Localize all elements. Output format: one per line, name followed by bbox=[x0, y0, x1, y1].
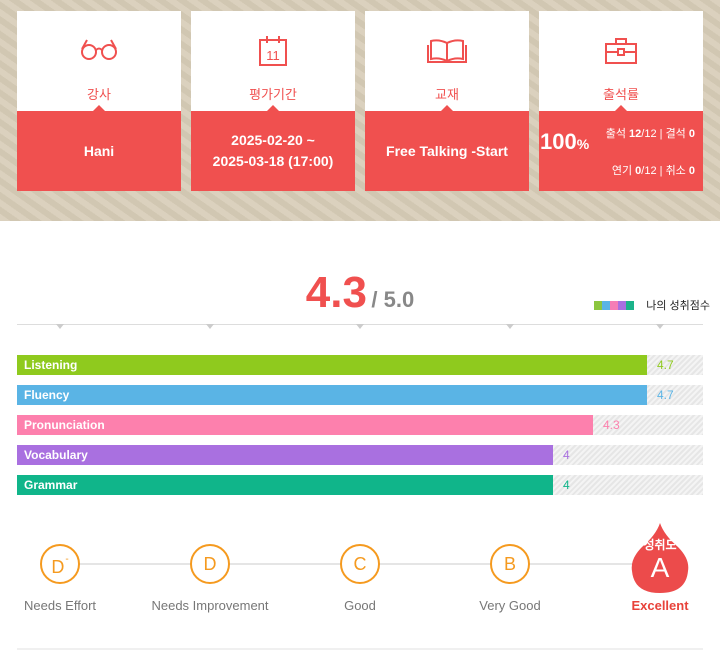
bar-value: 4 bbox=[563, 478, 570, 492]
legend-swatch bbox=[610, 300, 619, 310]
cancel-value: 0 bbox=[688, 165, 695, 177]
bar-value: 4.3 bbox=[603, 418, 620, 432]
bar-value: 4.7 bbox=[657, 388, 674, 402]
legend-swatches bbox=[594, 300, 635, 310]
period-value-box: 2025-02-20 ~ 2025-03-18 (17:00) bbox=[191, 105, 355, 191]
teacher-label: 강사 bbox=[87, 87, 111, 102]
bar-row: Pronunciation 4.3 bbox=[17, 415, 703, 435]
textbook-card: 교재 Free Talking -Start bbox=[365, 11, 529, 191]
bar-fill bbox=[17, 445, 553, 465]
period-label: 평가기간 bbox=[249, 87, 297, 102]
legend-label: 나의 성취점수 bbox=[646, 300, 710, 312]
attend-label: 출석 bbox=[605, 128, 626, 140]
teacher-name: Hani bbox=[83, 142, 115, 159]
grade-label: Good bbox=[344, 598, 376, 613]
bar-label: Grammar bbox=[24, 478, 78, 492]
axis-tick bbox=[356, 324, 364, 329]
score-value: 4.3 bbox=[305, 268, 367, 317]
score-max: / 5.0 bbox=[371, 287, 415, 312]
grade-circle: D- bbox=[40, 544, 80, 584]
grade-modifier: - bbox=[65, 554, 69, 565]
grade-circle: D bbox=[190, 544, 230, 584]
postpone-value: 0 bbox=[635, 165, 642, 177]
attend-value: 12 bbox=[629, 128, 642, 140]
overall-score: 4.3 / 5.0 bbox=[0, 268, 720, 318]
current-grade-title: 성취도 bbox=[643, 538, 677, 552]
grade-label: Needs Effort bbox=[23, 598, 97, 613]
bar-value: 4.7 bbox=[657, 358, 674, 372]
grade-circle: C bbox=[340, 544, 380, 584]
axis-tick bbox=[206, 324, 214, 329]
legend-swatch bbox=[602, 300, 611, 310]
attend-total: /12 bbox=[641, 128, 657, 140]
attendance-value-box: 100% 출석 12/12 | 결석 0 연기 0/12 | 취소 0 bbox=[539, 105, 703, 191]
glasses-icon bbox=[17, 35, 181, 65]
attendance-label: 출석률 bbox=[603, 87, 639, 102]
bar-fill bbox=[17, 355, 647, 375]
grade-label: Excellent bbox=[631, 598, 689, 613]
bar-row: Grammar 4 bbox=[17, 475, 703, 495]
legend-swatch bbox=[594, 300, 603, 310]
textbook-value-box: Free Talking -Start bbox=[365, 105, 529, 191]
separator: | bbox=[659, 165, 663, 177]
bar-label: Pronunciation bbox=[24, 418, 105, 432]
chart-legend: 나의 성취점수 bbox=[594, 297, 710, 313]
summary-panel: 강사 Hani 11 평가기간 2025-02-20 ~ 2025-03-18 … bbox=[0, 0, 720, 221]
attendance-card: 출석률 100% 출석 12/12 | 결석 0 연기 0/12 | 취소 0 bbox=[539, 11, 703, 191]
axis-tick bbox=[656, 324, 664, 329]
postpone-total: /12 bbox=[641, 165, 657, 177]
axis-tick bbox=[506, 324, 514, 329]
bar-label: Listening bbox=[24, 358, 78, 372]
calendar-icon: 11 bbox=[191, 35, 355, 66]
textbook-name: Free Talking -Start bbox=[386, 142, 508, 159]
bar-value: 4 bbox=[563, 448, 570, 462]
period-end: 2025-03-18 (17:00) bbox=[212, 153, 334, 169]
grade-label: Very Good bbox=[479, 598, 541, 613]
current-grade-letter: A bbox=[650, 552, 670, 583]
teacher-value-box: Hani bbox=[17, 105, 181, 191]
calendar-day: 11 bbox=[266, 48, 280, 63]
attendance-percent: 100% bbox=[540, 129, 589, 155]
bar-label: Fluency bbox=[24, 388, 70, 402]
briefcase-icon bbox=[539, 35, 703, 65]
axis-tick bbox=[56, 324, 64, 329]
grade-circle: B bbox=[490, 544, 530, 584]
teacher-card: 강사 Hani bbox=[17, 11, 181, 191]
book-icon bbox=[365, 35, 529, 65]
bar-row: Fluency 4.7 bbox=[17, 385, 703, 405]
cancel-label: 취소 bbox=[665, 165, 686, 177]
bar-row: Vocabulary 4 bbox=[17, 445, 703, 465]
attendance-percent-unit: % bbox=[576, 136, 590, 152]
divider bbox=[17, 648, 703, 650]
legend-swatch bbox=[618, 300, 627, 310]
grade-label: Needs Improvement bbox=[151, 598, 269, 613]
drop-icon bbox=[631, 523, 689, 593]
bar-row: Listening 4.7 bbox=[17, 355, 703, 375]
postpone-label: 연기 bbox=[611, 165, 633, 177]
textbook-label: 교재 bbox=[435, 87, 459, 102]
current-grade-badge: 성취도 A bbox=[630, 521, 690, 595]
separator: | bbox=[659, 128, 663, 140]
attendance-line-2: 연기 0/12 | 취소 0 bbox=[612, 162, 695, 178]
legend-swatch bbox=[626, 300, 635, 310]
bar-fill bbox=[17, 415, 593, 435]
bar-label: Vocabulary bbox=[24, 448, 88, 462]
bar-fill bbox=[17, 385, 647, 405]
bar-fill bbox=[17, 475, 553, 495]
attendance-percent-value: 100 bbox=[540, 129, 577, 154]
attendance-line-1: 출석 12/12 | 결석 0 bbox=[606, 125, 695, 141]
period-card: 11 평가기간 2025-02-20 ~ 2025-03-18 (17:00) bbox=[191, 11, 355, 191]
absent-value: 0 bbox=[688, 128, 695, 140]
absent-label: 결석 bbox=[665, 128, 686, 140]
period-start: 2025-02-20 ~ bbox=[231, 132, 315, 148]
